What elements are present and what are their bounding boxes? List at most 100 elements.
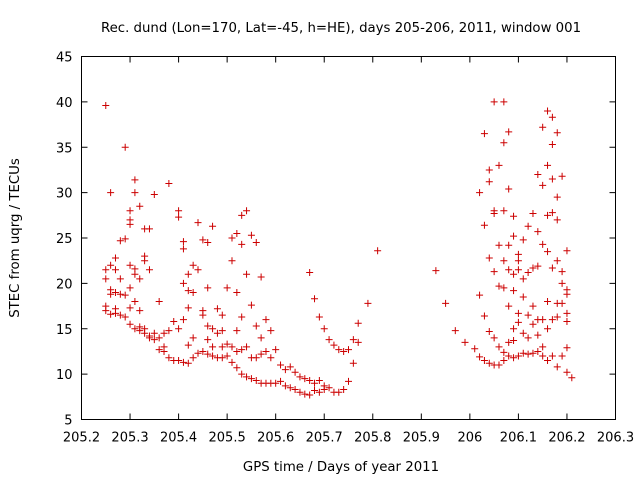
data-point bbox=[529, 320, 537, 328]
data-point bbox=[243, 343, 251, 351]
data-point bbox=[553, 129, 561, 137]
data-point bbox=[563, 247, 571, 255]
data-point bbox=[131, 270, 139, 278]
data-point bbox=[534, 331, 542, 339]
data-point bbox=[485, 359, 493, 367]
data-point bbox=[179, 279, 187, 287]
data-point bbox=[505, 338, 513, 346]
chart-title: Rec. dund (Lon=170, Lat=-45, h=HE), days… bbox=[101, 21, 581, 36]
data-point bbox=[281, 366, 289, 374]
data-point bbox=[175, 207, 183, 215]
data-point bbox=[480, 130, 488, 138]
data-point bbox=[490, 334, 498, 342]
data-point bbox=[155, 346, 163, 354]
data-point bbox=[563, 290, 571, 298]
data-point bbox=[252, 322, 260, 330]
data-point bbox=[480, 312, 488, 320]
data-point bbox=[539, 240, 547, 248]
data-point bbox=[340, 386, 348, 394]
data-point bbox=[170, 317, 178, 325]
data-point bbox=[548, 175, 556, 183]
data-point bbox=[160, 347, 168, 355]
data-point bbox=[218, 327, 226, 335]
data-point bbox=[252, 239, 260, 247]
data-point bbox=[510, 337, 518, 345]
data-point bbox=[539, 316, 547, 324]
data-point bbox=[548, 352, 556, 360]
data-point bbox=[238, 240, 246, 248]
data-point bbox=[189, 354, 197, 362]
data-point bbox=[311, 295, 319, 303]
data-point bbox=[544, 357, 552, 365]
data-point bbox=[204, 284, 212, 292]
data-point bbox=[544, 298, 552, 306]
data-point bbox=[490, 209, 498, 217]
data-point bbox=[262, 316, 270, 324]
y-tick-label: 10 bbox=[56, 368, 73, 383]
y-tick-label: 35 bbox=[56, 141, 73, 156]
y-axis-label: STEC from uqrg / TECUs bbox=[8, 158, 23, 318]
data-point bbox=[257, 273, 265, 281]
data-point bbox=[544, 211, 552, 219]
data-point bbox=[228, 358, 236, 366]
data-point bbox=[286, 384, 294, 392]
data-point bbox=[330, 341, 338, 349]
data-point bbox=[150, 190, 158, 198]
data-point bbox=[281, 382, 289, 390]
data-point bbox=[320, 386, 328, 394]
data-point bbox=[175, 213, 183, 221]
data-point bbox=[568, 374, 576, 382]
data-point bbox=[213, 329, 221, 337]
data-point bbox=[519, 329, 527, 337]
y-tick-label: 30 bbox=[56, 187, 73, 202]
data-point bbox=[189, 261, 197, 269]
data-point bbox=[519, 293, 527, 301]
y-tick-label: 15 bbox=[56, 323, 73, 338]
data-point bbox=[500, 348, 508, 356]
data-point bbox=[500, 357, 508, 365]
data-point bbox=[107, 310, 115, 318]
data-point bbox=[320, 325, 328, 333]
data-point bbox=[500, 284, 508, 292]
data-point bbox=[495, 161, 503, 169]
data-point bbox=[223, 352, 231, 360]
data-point bbox=[480, 221, 488, 229]
data-point bbox=[136, 307, 144, 315]
data-point bbox=[514, 318, 522, 326]
x-axis-label: GPS time / Days of year 2011 bbox=[243, 460, 439, 475]
data-point bbox=[267, 354, 275, 362]
data-point bbox=[558, 268, 566, 276]
data-point bbox=[277, 377, 285, 385]
data-point bbox=[519, 275, 527, 283]
data-point bbox=[175, 325, 183, 333]
data-point bbox=[209, 325, 217, 333]
y-tick-label: 25 bbox=[56, 232, 73, 247]
data-point bbox=[194, 219, 202, 227]
data-point bbox=[131, 298, 139, 306]
data-point bbox=[539, 352, 547, 360]
data-point bbox=[306, 268, 314, 276]
data-point bbox=[184, 341, 192, 349]
data-point bbox=[490, 268, 498, 276]
data-point bbox=[296, 388, 304, 396]
y-tick-label: 40 bbox=[56, 96, 73, 111]
data-point bbox=[519, 236, 527, 244]
data-point bbox=[490, 98, 498, 106]
data-point bbox=[563, 344, 571, 352]
data-point bbox=[107, 261, 115, 269]
data-point bbox=[291, 368, 299, 376]
data-point bbox=[141, 329, 149, 337]
data-point bbox=[345, 377, 352, 385]
data-series bbox=[102, 98, 576, 399]
data-point bbox=[165, 327, 173, 335]
data-point bbox=[529, 302, 537, 310]
data-point bbox=[500, 139, 508, 147]
data-point bbox=[126, 284, 134, 292]
data-point bbox=[529, 264, 537, 272]
x-tick-label: 206.3 bbox=[597, 431, 634, 446]
data-point bbox=[480, 357, 488, 365]
data-point bbox=[514, 266, 522, 274]
data-point bbox=[485, 166, 493, 174]
data-point bbox=[534, 262, 542, 270]
data-point bbox=[252, 354, 260, 362]
